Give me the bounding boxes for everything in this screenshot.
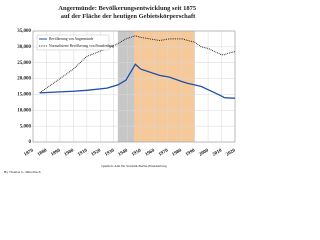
shaded-period: [117, 31, 134, 142]
x-tick-label: 1900: [64, 148, 76, 158]
x-tick-label: 2000: [198, 148, 210, 158]
y-tick-label: 30,000: [17, 45, 31, 50]
series-line: [39, 63, 236, 99]
x-tick-label: 1930: [104, 148, 116, 158]
y-tick-label: 35,000: [17, 29, 31, 34]
plot-frame: [32, 30, 236, 143]
legend-label: Normalisierte Bevölkerung von Brandenbur…: [49, 44, 114, 48]
x-tick-label: 1890: [50, 148, 62, 158]
author: By Thomas G. Mittelbach: [4, 170, 41, 174]
chart: Angermünde: Bevölkerungsentwicklung seit…: [4, 5, 237, 174]
legend-label: Bevölkerung von Angermünde: [49, 37, 94, 41]
x-tick-label: 2010: [212, 148, 224, 158]
y-tick-label: 20,000: [17, 77, 31, 82]
x-tick-label: 1920: [91, 148, 103, 158]
series-line: [39, 35, 236, 94]
legend-box: [36, 34, 110, 51]
x-tick-label: 2020: [225, 148, 237, 158]
x-tick-label: 1940: [118, 148, 130, 158]
x-tick-label: 1880: [37, 148, 49, 158]
x-tick-label: 1910: [77, 148, 89, 158]
chart-title: Angermünde: Bevölkerungsentwicklung seit…: [58, 5, 197, 20]
x-tick-label: 1980: [172, 148, 184, 158]
y-tick-label: 0: [29, 140, 32, 145]
x-tick-label: 1970: [158, 148, 170, 158]
x-tick-label: 1990: [185, 148, 197, 158]
x-tick-label: 1960: [145, 148, 157, 158]
y-tick-label: 5,000: [20, 124, 32, 129]
shaded-period: [134, 31, 195, 142]
source: Quellen: Amt für Statistik Berlin-Brande…: [101, 164, 167, 168]
y-tick-label: 15,000: [17, 93, 31, 98]
y-tick-label: 25,000: [17, 61, 31, 66]
x-tick-label: 1870: [23, 148, 35, 158]
y-tick-label: 10,000: [17, 108, 31, 113]
x-tick-label: 1950: [131, 148, 143, 158]
